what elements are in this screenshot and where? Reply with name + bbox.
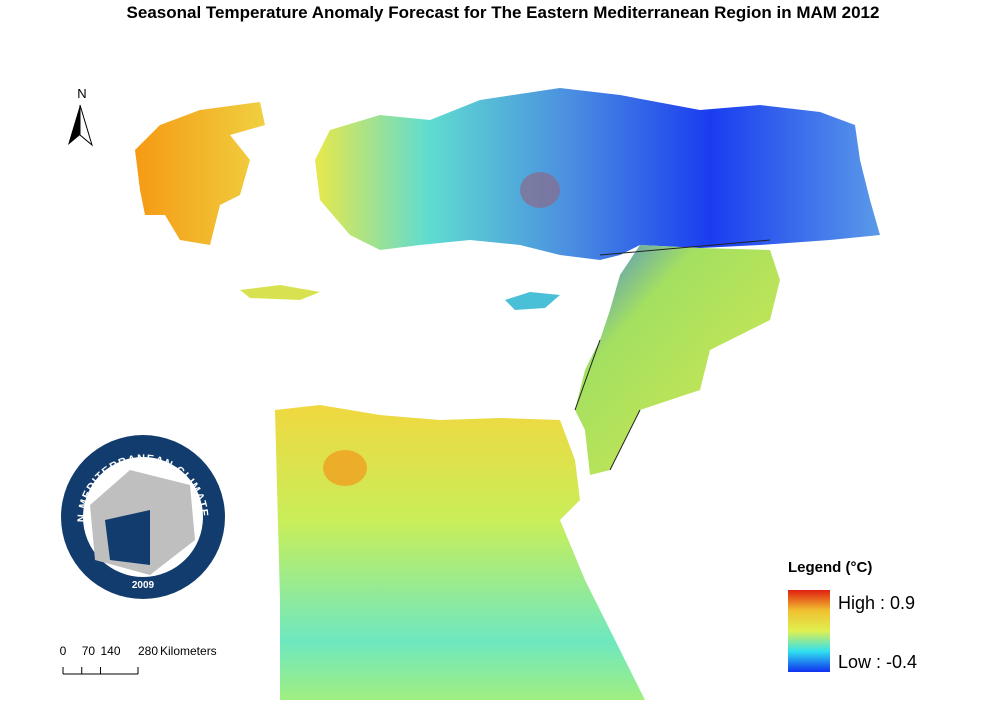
scale-label: 0 xyxy=(60,644,67,658)
land xyxy=(135,88,880,700)
logo-year: 2009 xyxy=(132,580,155,591)
arrow-right xyxy=(79,104,93,147)
logo-map-dark xyxy=(105,510,150,565)
legend-ramp xyxy=(788,590,830,672)
turkey xyxy=(315,88,880,260)
north-label: N xyxy=(77,86,86,101)
hotspot xyxy=(323,450,367,486)
legend-high: High : 0.9 xyxy=(838,593,915,613)
title: Seasonal Temperature Anomaly Forecast fo… xyxy=(127,3,880,22)
cyprus xyxy=(505,292,560,310)
levant xyxy=(575,245,780,475)
greece xyxy=(135,102,265,245)
border xyxy=(574,239,771,471)
logo: EASTERN MEDITERRANEAN CLIMATE CENTRE 200… xyxy=(0,0,225,599)
legend: Legend (°C) High : 0.9 Low : -0.4 xyxy=(788,559,917,672)
north-arrow: N xyxy=(68,86,93,147)
hotspot xyxy=(520,172,560,208)
scale-label: 70 xyxy=(82,644,96,658)
crete xyxy=(240,285,320,300)
egypt xyxy=(275,405,645,700)
scale-label: 280 xyxy=(138,644,158,658)
scale-bar: 0 70 140 280 Kilometers xyxy=(60,644,217,675)
scale-unit: Kilometers xyxy=(160,644,217,658)
legend-low: Low : -0.4 xyxy=(838,652,917,672)
legend-title: Legend (°C) xyxy=(788,559,872,576)
arrow-left xyxy=(68,105,80,145)
scale-label: 140 xyxy=(101,644,121,658)
